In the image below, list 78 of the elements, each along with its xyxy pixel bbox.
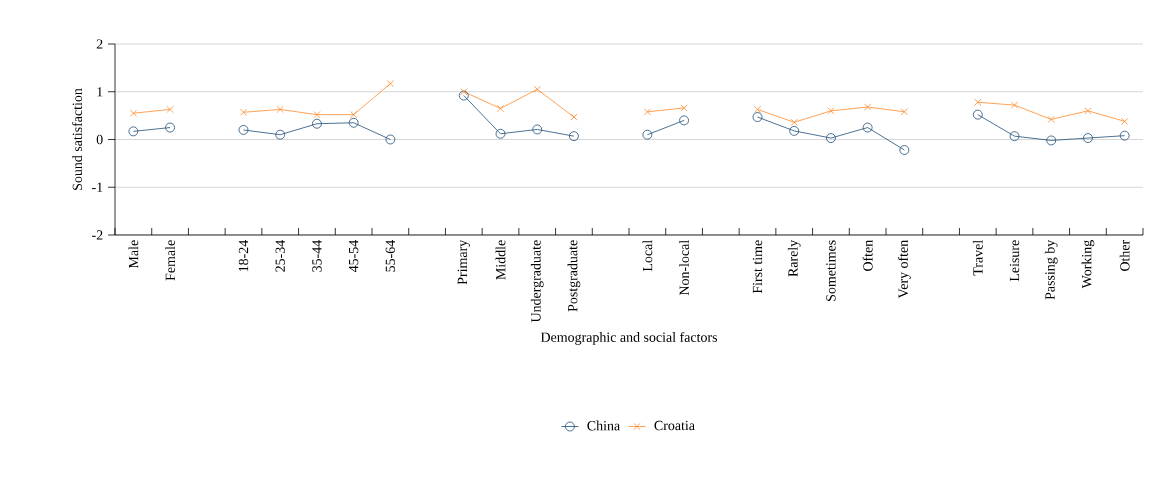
point	[864, 103, 872, 111]
x-tick-label: Primary	[457, 239, 470, 285]
point	[569, 131, 579, 142]
x-tick-label: First time	[752, 240, 763, 294]
x-tick-label: 35-44	[312, 240, 322, 272]
point	[827, 107, 835, 115]
point	[862, 122, 873, 133]
point	[826, 133, 836, 143]
y-tick-label: -2	[92, 230, 103, 240]
y-tick-label: 1	[97, 87, 103, 97]
point	[533, 85, 541, 93]
y-tick-label: 0	[96, 134, 103, 145]
y-tick-label: -1	[92, 182, 103, 192]
x-tick-label: Rarely	[787, 239, 801, 277]
point	[789, 125, 800, 136]
x-tick-label: Very often	[897, 240, 911, 299]
point	[348, 117, 359, 128]
point	[166, 105, 174, 113]
point	[1083, 133, 1093, 143]
x-tick-label: Middle	[495, 240, 506, 280]
point	[1009, 131, 1020, 142]
point	[974, 98, 982, 106]
x-tick-label: 25-34	[275, 240, 285, 272]
point	[1046, 135, 1057, 146]
point	[752, 112, 763, 122]
point	[532, 124, 543, 135]
x-axis-title: Demographic and social factors	[540, 331, 717, 345]
x-tick-label: Working	[1081, 240, 1095, 289]
point	[275, 129, 286, 140]
x-tick-label: Non-local	[679, 240, 689, 296]
point	[900, 108, 908, 116]
point	[899, 145, 910, 155]
point	[790, 118, 798, 126]
point	[350, 111, 358, 119]
point	[642, 129, 653, 140]
y-axis-title: Sound satisfaction	[72, 88, 83, 190]
x-tick-label: 18-24	[238, 240, 249, 272]
legend-label: Croatia	[654, 420, 695, 431]
point	[496, 104, 505, 113]
x-tick-label: Sometimes	[826, 240, 836, 301]
point	[570, 113, 578, 121]
point	[386, 80, 394, 88]
x-tick-label: 55-64	[385, 240, 396, 272]
x-tick-label: Male	[128, 240, 139, 269]
legend-label: China	[587, 420, 620, 431]
x-tick-label: Travel	[972, 240, 983, 276]
x-tick-label: Leisure	[1009, 240, 1020, 282]
x-tick-label: 45-54	[348, 240, 359, 273]
point	[972, 109, 983, 120]
point	[1119, 130, 1130, 141]
point	[276, 105, 284, 113]
point	[643, 108, 651, 116]
x-tick-label: Passing by	[1044, 239, 1058, 300]
point	[1047, 115, 1055, 124]
point	[165, 122, 175, 133]
point	[239, 108, 248, 116]
point	[238, 125, 249, 135]
point	[460, 88, 468, 96]
point	[1121, 117, 1129, 125]
point	[495, 128, 506, 139]
x-tick-label: Postgraduate	[567, 240, 581, 312]
point	[753, 105, 762, 113]
point	[680, 104, 688, 112]
point	[1084, 107, 1092, 115]
point	[313, 111, 321, 119]
point	[1010, 101, 1019, 109]
x-tick-label: Often	[862, 240, 873, 272]
point	[312, 118, 322, 129]
x-tick-label: Other	[1119, 239, 1130, 272]
point	[128, 126, 139, 137]
point	[129, 109, 137, 117]
point	[385, 134, 396, 145]
x-tick-label: Local	[642, 240, 653, 272]
y-tick-label: 2	[96, 39, 103, 49]
x-tick-label: Undergraduate	[530, 240, 544, 323]
x-tick-label: Female	[165, 240, 175, 281]
point	[458, 90, 469, 101]
point	[679, 115, 689, 126]
